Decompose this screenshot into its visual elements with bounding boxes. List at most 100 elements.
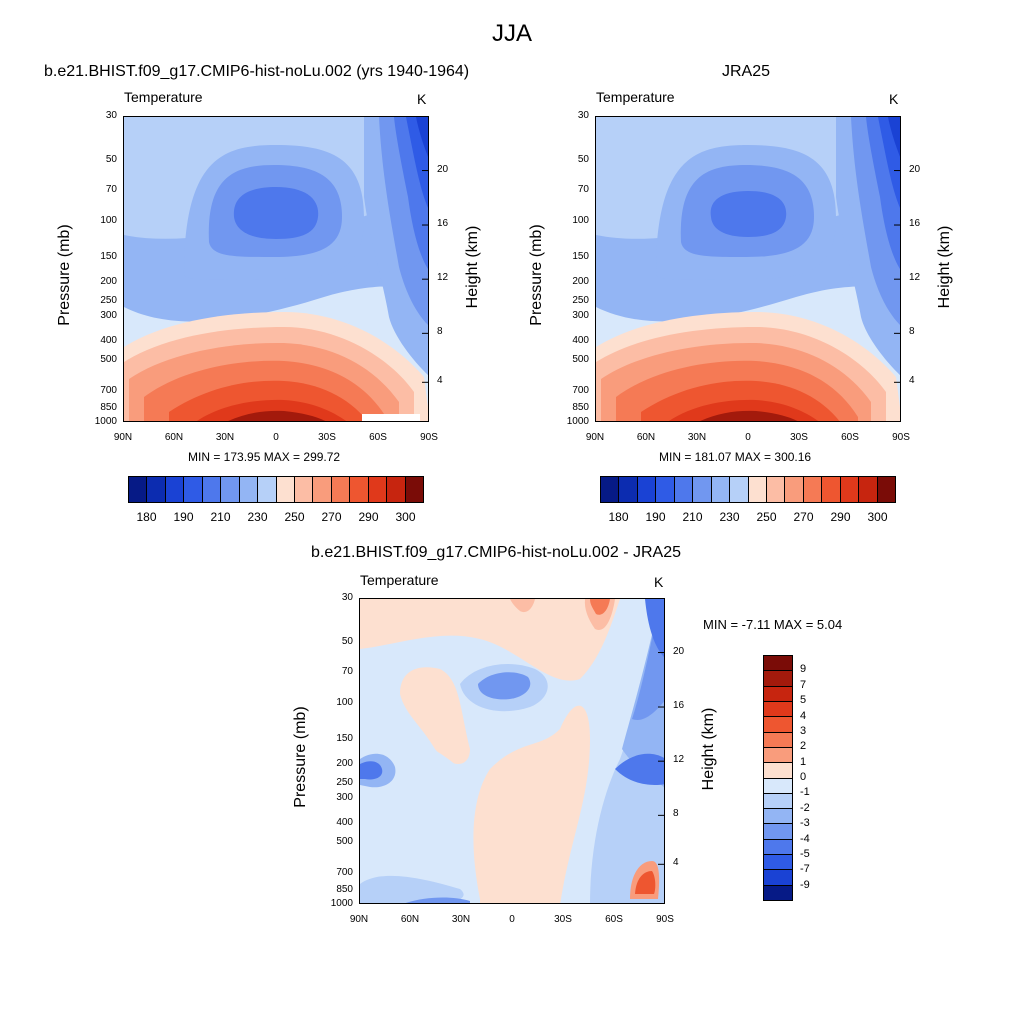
colorbar-swatch [239,477,259,502]
y-tick-label: 500 [336,835,353,847]
y-tick-label: 850 [100,402,117,414]
colorbar-swatch [350,477,369,502]
x-tick-label: 30N [687,432,707,443]
colorbar-swatch [764,671,792,687]
y-tick-label: 50 [341,636,353,648]
colorbar-swatch [764,839,792,856]
x-tick-label: 60S [369,432,387,443]
colorbar-swatch [711,477,731,502]
y-tick-label: 200 [572,275,589,287]
colorbar-swatch [748,477,767,502]
colorbar-label: 4 [800,709,807,722]
colorbar-swatch [184,477,203,502]
y-tick-label: 250 [572,294,589,306]
colorbar-swatch [202,477,222,502]
x-tick-label: 60S [841,432,859,443]
y-right-tick-label: 4 [437,375,443,387]
diff-cool-bottom-1 [360,875,464,903]
diff-polar-band-4 [645,599,664,657]
y-tick-label: 50 [577,154,589,166]
colorbar-swatch [785,477,804,502]
colorbar-swatch [766,477,786,502]
x-tick-label: 0 [509,914,515,925]
colorbar-label: 250 [284,510,305,524]
x-tick-label: 90N [585,432,605,443]
colorbar-swatch [764,793,792,810]
y-tick-label: 400 [336,816,353,828]
y-tick-label: 30 [577,110,589,121]
colorbar-swatch [637,477,657,502]
y-tick-label: 70 [105,183,117,195]
y-right-tick-label: 16 [673,700,685,712]
colorbar-swatch [764,870,792,886]
panel1-contours [124,117,428,421]
diff-warm-patch [400,667,470,764]
panel3-stats: MIN = -7.11 MAX = 5.04 [703,617,843,632]
y-tick-label: 150 [100,251,117,263]
colorbar-label: -7 [800,863,810,876]
y-tick-label: 850 [572,402,589,414]
y-tick-label: 1000 [94,416,117,427]
colorbar-swatch [764,686,792,702]
x-tick-label: 30N [215,432,235,443]
panel3-contour-plot [359,598,665,904]
y-tick-label: 200 [100,275,117,287]
colorbar-label: 290 [358,510,379,524]
colorbar-swatch [764,824,792,840]
panel3-ylabel: Pressure (mb) [292,706,309,808]
panel1-variable: Temperature [124,89,203,105]
colorbar-swatch [331,477,351,502]
colorbar-label: 210 [210,510,231,524]
y-tick-label: 400 [100,334,117,346]
y-tick-label: 400 [572,334,589,346]
colorbar-label: 290 [830,510,851,524]
colorbar-label: 3 [800,724,807,737]
colorbar-swatch [822,477,841,502]
colorbar-label: 1 [800,755,807,768]
panel1-title: b.e21.BHIST.f09_g17.CMIP6-hist-noLu.002 … [44,63,470,80]
panel2-colorbar [600,476,896,503]
x-tick-label: 30S [790,432,808,443]
y-tick-label: 50 [105,154,117,166]
y-right-tick-label: 20 [673,645,685,657]
y-right-tick-label: 8 [909,326,915,338]
x-tick-label: 30S [318,432,336,443]
colorbar-label: 190 [173,510,194,524]
y-right-tick-label: 4 [673,857,679,869]
y-right-tick-label: 20 [437,163,449,175]
colorbar-label: -3 [800,817,810,830]
panel2-stats: MIN = 181.07 MAX = 300.16 [659,450,812,464]
colorbar-swatch [368,477,388,502]
temp-tropopause-core [233,187,319,239]
y-right-tick-label: 12 [909,272,921,284]
panel3-variable: Temperature [360,572,439,588]
colorbar-swatch [877,477,895,502]
panel1-ylabel-right: Height (km) [464,225,481,309]
y-tick-label: 500 [572,353,589,365]
y-tick-label: 300 [336,792,353,804]
colorbar-swatch [859,477,878,502]
y-tick-label: 500 [100,353,117,365]
colorbar-label: 5 [800,694,807,707]
panel1-stats: MIN = 173.95 MAX = 299.72 [188,450,341,464]
x-tick-label: 60N [636,432,656,443]
x-tick-label: 90N [349,914,369,925]
y-tick-label: 700 [100,384,117,396]
colorbar-swatch [147,477,166,502]
colorbar-label: -5 [800,847,810,860]
colorbar-label: 7 [800,678,807,691]
panel2-contours [596,117,900,421]
diff-warm-edge-5 [635,871,656,894]
panel2-ylabel-right: Height (km) [936,225,953,309]
y-right-tick-label: 16 [909,218,921,230]
x-tick-label: 0 [273,432,279,443]
colorbar-swatch [764,809,792,825]
temp-polar-band-5 [888,117,900,157]
panel3-title: b.e21.BHIST.f09_g17.CMIP6-hist-noLu.002 … [311,544,681,561]
colorbar-swatch [764,763,792,779]
y-tick-label: 70 [577,183,589,195]
colorbar-label: 230 [719,510,740,524]
x-tick-label: 90S [892,432,910,443]
y-tick-label: 200 [336,757,353,769]
colorbar-swatch [258,477,277,502]
